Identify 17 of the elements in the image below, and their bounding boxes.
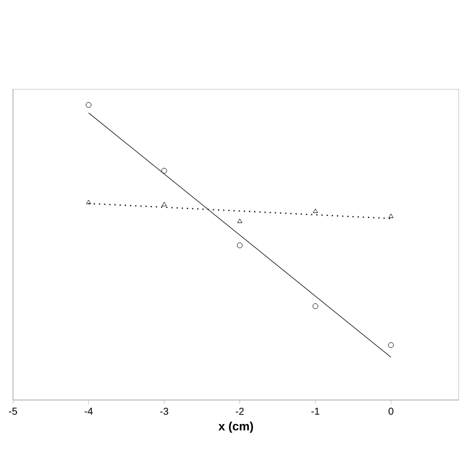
point — [162, 202, 167, 206]
point — [312, 303, 318, 310]
x-tick-label: -2 — [236, 408, 244, 415]
x-tick-label: -3 — [160, 408, 168, 415]
x-tick-label: -4 — [84, 408, 93, 415]
point — [388, 214, 394, 218]
point — [312, 208, 318, 213]
point — [236, 242, 243, 248]
x-tick-label: -1 — [311, 408, 320, 415]
point — [161, 168, 168, 174]
point — [86, 102, 92, 108]
x-axis-title: x (cm) — [218, 422, 253, 433]
x-tick-label: -5 — [9, 408, 18, 415]
point — [388, 342, 394, 348]
point — [86, 200, 92, 204]
x-tick-label: 0 — [388, 408, 394, 415]
point — [237, 218, 242, 224]
